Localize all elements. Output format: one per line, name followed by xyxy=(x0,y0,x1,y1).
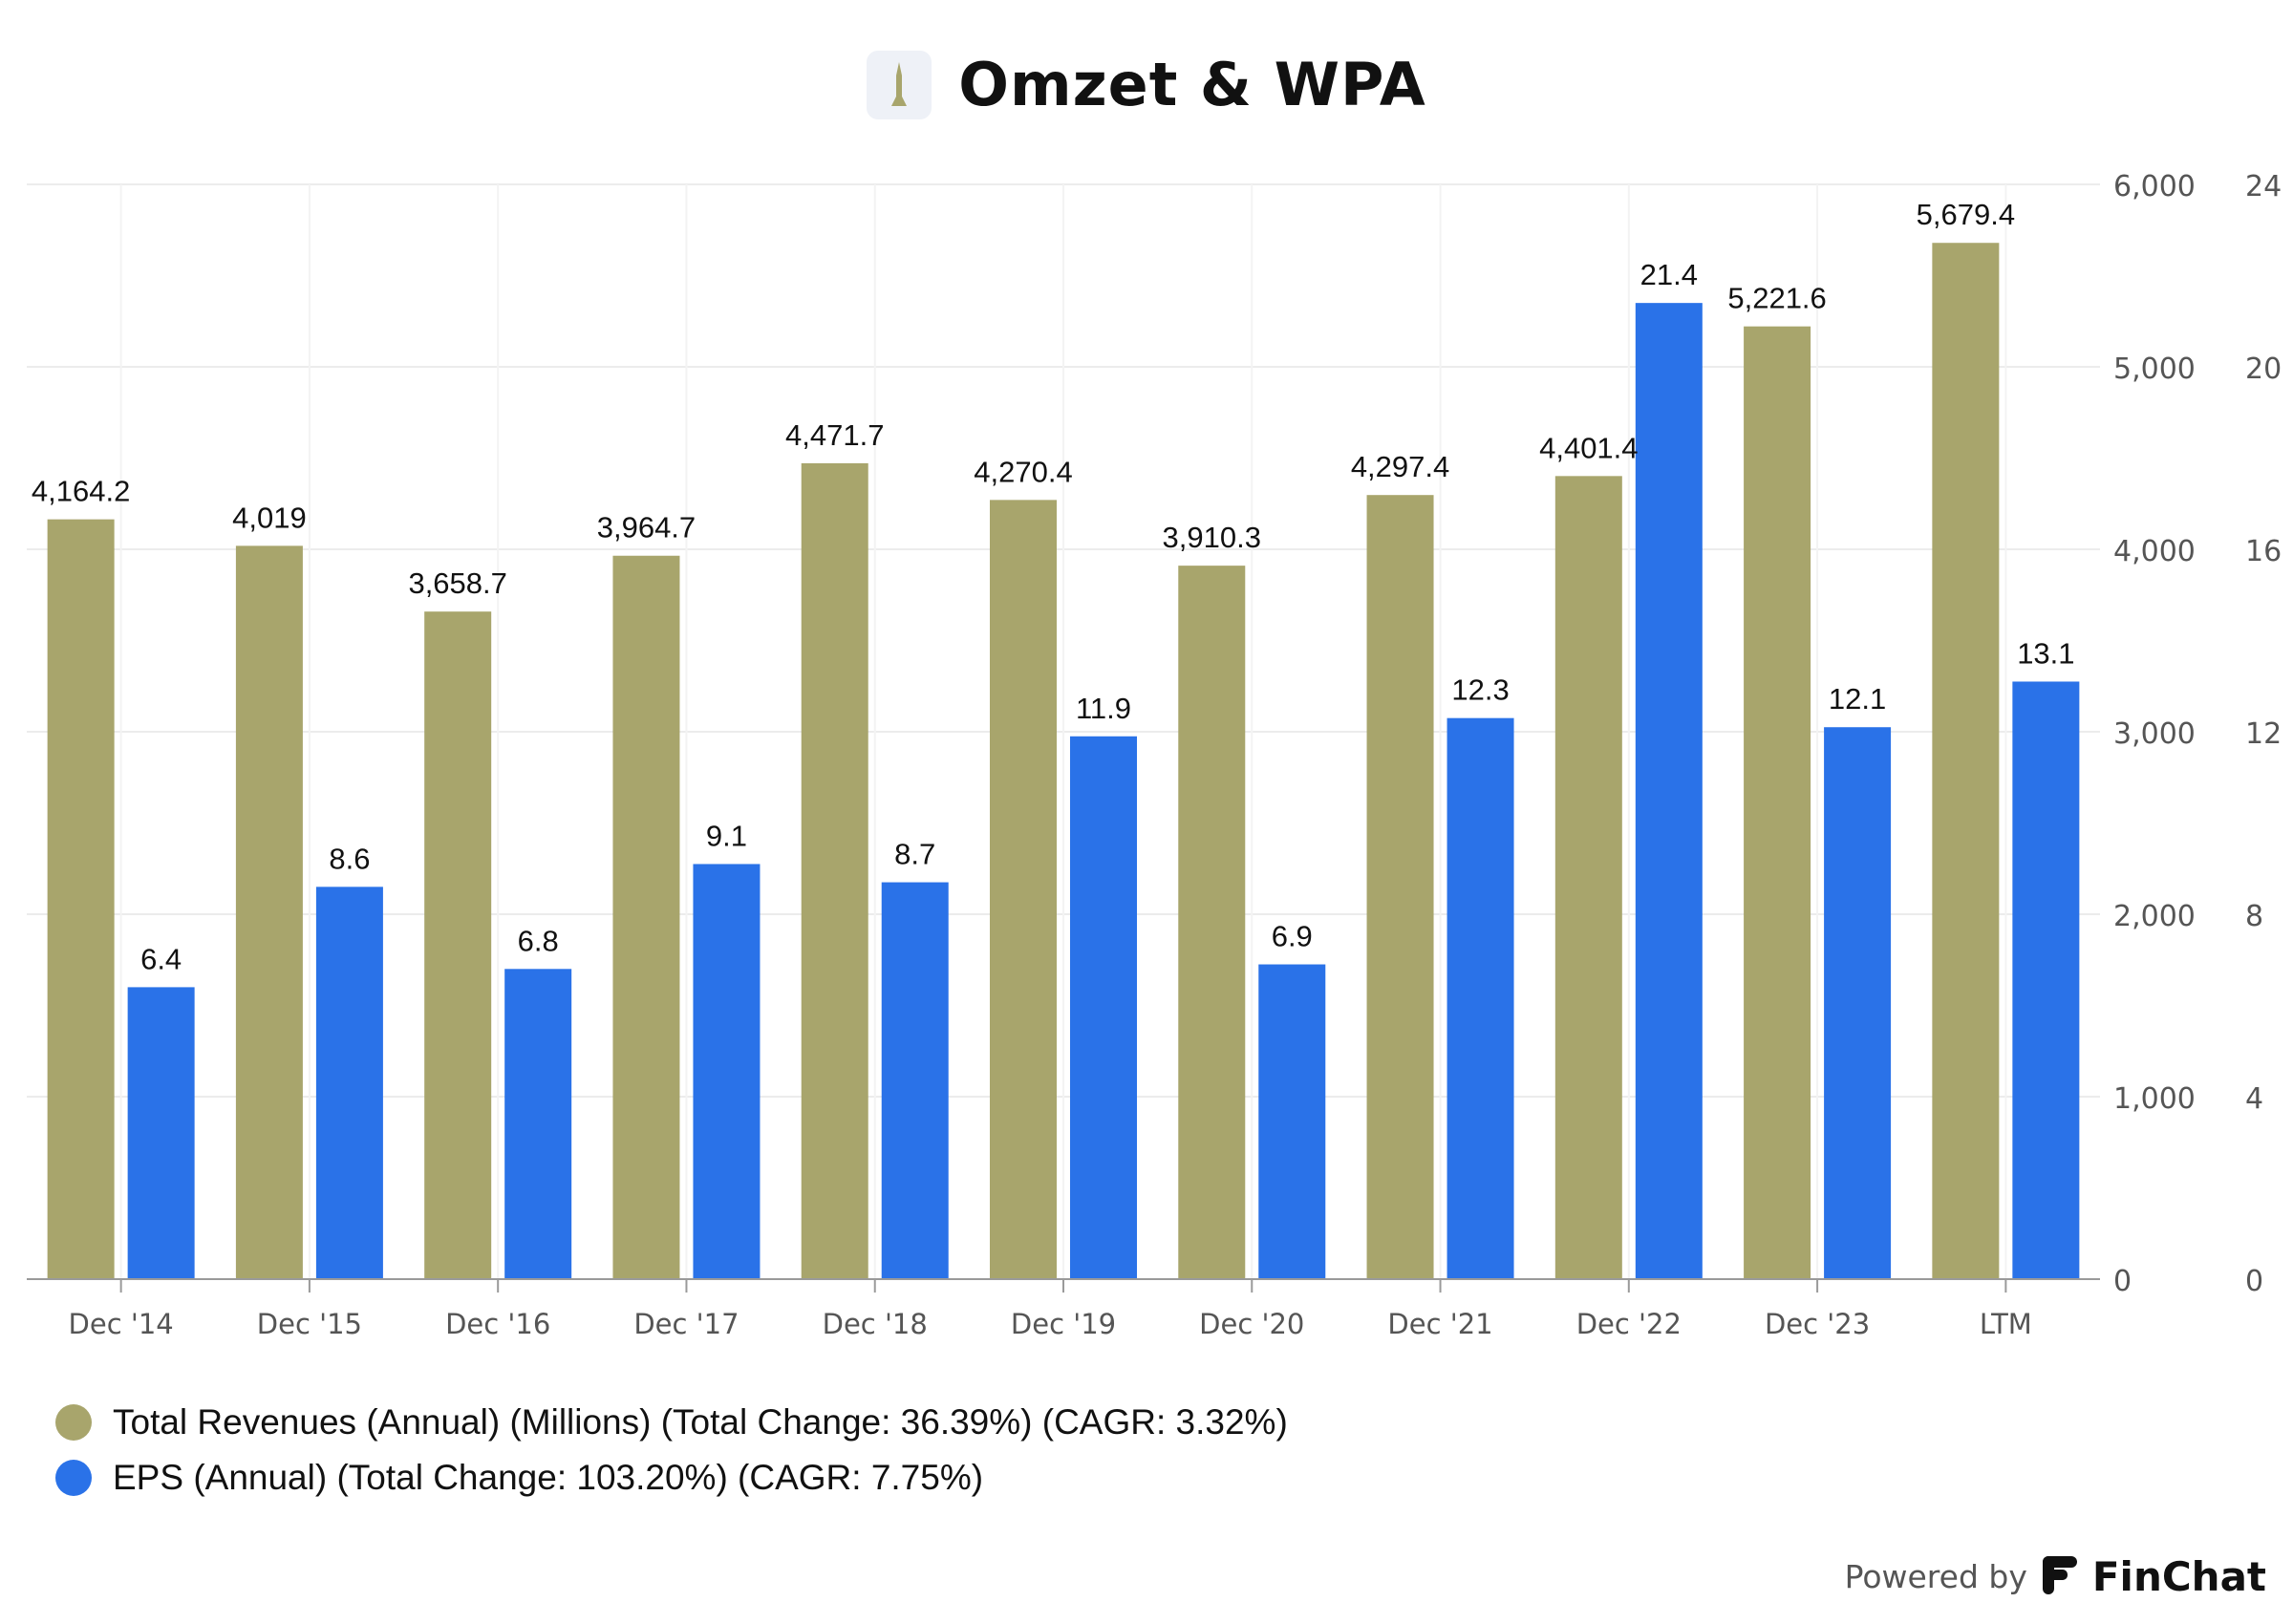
bar-revenue[interactable] xyxy=(1932,243,2000,1279)
y-left-tick-label: 6,000 xyxy=(2113,170,2196,203)
powered-by-label: Powered by xyxy=(1844,1558,2027,1595)
chart-title: Omzet & WPA xyxy=(958,50,1426,119)
legend-item-eps[interactable]: EPS (Annual) (Total Change: 103.20%) (CA… xyxy=(55,1450,1288,1506)
legend-dot-revenues xyxy=(55,1404,92,1441)
y-left-tick-label: 2,000 xyxy=(2113,900,2196,933)
bar-eps[interactable] xyxy=(2012,681,2080,1279)
x-tick-label: Dec '15 xyxy=(257,1308,362,1340)
x-tick-label: Dec '21 xyxy=(1387,1308,1492,1340)
y-left-tick-label: 5,000 xyxy=(2113,353,2196,386)
y-right-tick-label: 0 xyxy=(2245,1265,2263,1298)
bar-eps[interactable] xyxy=(881,882,949,1279)
x-tick-label: Dec '18 xyxy=(823,1308,928,1340)
x-tick-label: Dec '20 xyxy=(1199,1308,1304,1340)
bar-revenue[interactable] xyxy=(612,555,680,1279)
data-label-revenue: 3,658.7 xyxy=(408,566,506,600)
data-label-revenue: 4,270.4 xyxy=(974,455,1072,488)
y-left-tick-label: 4,000 xyxy=(2113,535,2196,568)
legend-item-revenues[interactable]: Total Revenues (Annual) (Millions) (Tota… xyxy=(55,1395,1288,1450)
legend-dot-eps xyxy=(55,1460,92,1496)
bar-eps[interactable] xyxy=(1824,727,1892,1279)
y-right-tick-label: 8 xyxy=(2245,900,2263,933)
bar-revenue[interactable] xyxy=(1178,566,1246,1279)
data-label-eps: 9.1 xyxy=(706,819,747,852)
y-left-tick-label: 0 xyxy=(2113,1265,2132,1298)
bar-eps[interactable] xyxy=(1447,717,1514,1279)
data-label-eps: 6.4 xyxy=(140,942,182,975)
bar-revenue[interactable] xyxy=(1744,326,1811,1279)
data-label-revenue: 4,401.4 xyxy=(1539,431,1638,464)
bar-revenue[interactable] xyxy=(990,500,1057,1279)
data-label-revenue: 4,164.2 xyxy=(32,475,130,508)
data-label-eps: 13.1 xyxy=(2017,636,2074,670)
bar-eps[interactable] xyxy=(1070,736,1137,1279)
data-label-revenue: 5,221.6 xyxy=(1727,282,1826,315)
x-tick-label: Dec '22 xyxy=(1576,1308,1682,1340)
y-left-tick-label: 1,000 xyxy=(2113,1082,2196,1116)
data-label-eps: 6.9 xyxy=(1272,920,1313,953)
legend-label-revenues: Total Revenues (Annual) (Millions) (Tota… xyxy=(113,1402,1288,1442)
finchat-logo-icon xyxy=(2041,1554,2079,1600)
bar-chart: 0 0 1,000 4 2,000 8 3,000 12 4,000 16 5,000 20 6,000… xyxy=(27,170,2282,1340)
bar-eps[interactable] xyxy=(127,987,195,1279)
data-label-revenue: 4,471.7 xyxy=(785,418,884,452)
chart-header: Omzet & WPA xyxy=(0,50,2293,119)
legend-label-eps: EPS (Annual) (Total Change: 103.20%) (CA… xyxy=(113,1458,984,1497)
data-label-eps: 6.8 xyxy=(518,924,559,957)
rocket-icon xyxy=(867,50,932,119)
data-label-eps: 12.3 xyxy=(1451,673,1509,707)
data-label-revenue: 4,019 xyxy=(232,501,307,534)
bar-revenue[interactable] xyxy=(47,519,115,1279)
y-right-tick-label: 24 xyxy=(2245,170,2282,203)
data-label-eps: 8.7 xyxy=(894,838,935,871)
x-tick-label: Dec '17 xyxy=(633,1308,739,1340)
bar-revenue[interactable] xyxy=(801,462,868,1280)
y-right-tick-label: 12 xyxy=(2245,717,2282,751)
brand-name: FinChat xyxy=(2091,1553,2266,1600)
x-tick-label: LTM xyxy=(1980,1308,2032,1340)
bar-revenue[interactable] xyxy=(235,545,303,1279)
y-right-tick-label: 20 xyxy=(2245,353,2282,386)
bar-revenue[interactable] xyxy=(1366,495,1434,1279)
data-label-revenue: 4,297.4 xyxy=(1351,450,1449,483)
chart-legend: Total Revenues (Annual) (Millions) (Tota… xyxy=(55,1395,1288,1506)
bar-revenue[interactable] xyxy=(424,611,492,1279)
bar-eps[interactable] xyxy=(1258,964,1326,1279)
bar-eps[interactable] xyxy=(1635,303,1703,1279)
data-label-eps: 8.6 xyxy=(329,842,370,875)
bar-eps[interactable] xyxy=(504,969,572,1279)
y-right-tick-label: 4 xyxy=(2245,1082,2263,1116)
x-tick-label: Dec '14 xyxy=(69,1308,174,1340)
data-label-eps: 11.9 xyxy=(1076,692,1131,725)
data-label-revenue: 3,910.3 xyxy=(1163,521,1261,554)
bar-eps[interactable] xyxy=(693,864,761,1279)
x-tick-label: Dec '23 xyxy=(1765,1308,1870,1340)
x-tick-label: Dec '16 xyxy=(445,1308,550,1340)
data-label-eps: 12.1 xyxy=(1829,682,1886,716)
bar-revenue[interactable] xyxy=(1554,476,1622,1279)
powered-by[interactable]: Powered by FinChat xyxy=(1845,1553,2266,1600)
y-right-tick-label: 16 xyxy=(2245,535,2282,568)
x-tick-label: Dec '19 xyxy=(1011,1308,1116,1340)
data-label-eps: 21.4 xyxy=(1640,258,1698,291)
data-label-revenue: 3,964.7 xyxy=(597,511,696,545)
bar-eps[interactable] xyxy=(315,887,383,1279)
data-label-revenue: 5,679.4 xyxy=(1917,198,2015,231)
y-left-tick-label: 3,000 xyxy=(2113,717,2196,751)
